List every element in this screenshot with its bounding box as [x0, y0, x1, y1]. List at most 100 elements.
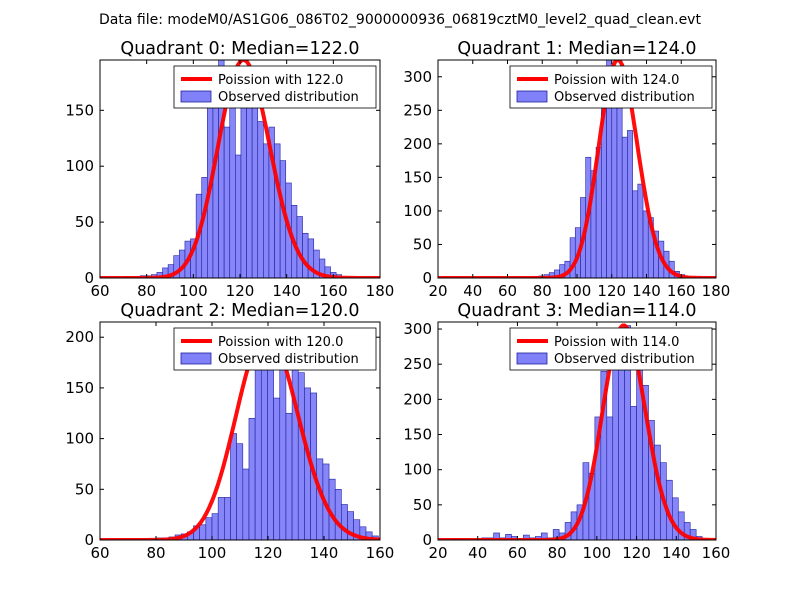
histogram-bar [205, 517, 213, 540]
histogram-bar [263, 143, 270, 278]
histogram-bar [637, 183, 644, 278]
histogram-bar [235, 154, 242, 278]
x-tick-label: 100 [563, 282, 592, 300]
x-tick-label: 180 [366, 282, 395, 300]
x-tick-label: 120 [597, 282, 626, 300]
y-tick-label: 150 [65, 101, 94, 119]
plot-area [100, 60, 380, 278]
x-tick-label: 140 [272, 282, 301, 300]
y-tick-label: 50 [75, 480, 94, 498]
x-tick-label: 60 [498, 282, 517, 300]
y-tick-label: 0 [422, 269, 432, 287]
histogram-bar [211, 513, 219, 540]
x-tick-label: 120 [622, 544, 651, 562]
histogram-bar [242, 468, 250, 540]
legend: Poission with 124.0 Observed distribution [509, 65, 713, 109]
histogram-bar [223, 126, 231, 278]
histogram-bar [236, 443, 244, 540]
axes-frame [99, 321, 381, 541]
legend-entry-poisson: Poission with 114.0 [554, 335, 679, 350]
x-tick-label: 80 [137, 282, 156, 300]
x-tick-label: 40 [468, 544, 487, 562]
histogram-bar [279, 357, 287, 540]
legend-entry-poisson: Poission with 124.0 [554, 73, 679, 88]
legend-entry-poisson: Poission with 122.0 [218, 73, 343, 88]
histogram-bar [230, 433, 237, 540]
histogram-bar [260, 357, 268, 540]
x-tick-label: 80 [146, 544, 165, 562]
x-tick-label: 140 [662, 544, 691, 562]
histogram-bar [630, 406, 637, 540]
x-tick-label: 20 [428, 544, 447, 562]
y-tick-label: 0 [84, 269, 94, 287]
x-tick-label: 80 [548, 544, 567, 562]
poisson-curve [438, 60, 716, 278]
y-tick-label: 250 [403, 101, 432, 119]
plot-area [100, 330, 380, 540]
legend-entry-observed: Observed distribution [554, 352, 695, 367]
figure-suptitle: Data file: modeM0/AS1G06_086T02_90000009… [99, 12, 701, 28]
poisson-curve [100, 330, 380, 540]
histogram-bar [199, 524, 207, 540]
axes-frame [437, 321, 717, 541]
y-tick-label: 100 [65, 430, 94, 448]
histogram-bar [248, 418, 256, 540]
histogram-bar [257, 121, 264, 278]
legend-entry-observed: Observed distribution [218, 90, 359, 105]
histogram-bar [246, 82, 253, 278]
histogram-bar [240, 98, 247, 278]
y-tick-label: 100 [403, 461, 432, 479]
subplots: 60 80 100 120 140 160 180 0 50 100 150 Quadrant 0: … [65, 39, 730, 562]
y-tick-label: 50 [413, 496, 432, 514]
legend-entry-poisson: Poission with 120.0 [218, 335, 343, 350]
x-tick-label: 80 [533, 282, 552, 300]
y-tick-label: 200 [65, 328, 94, 346]
subplot-title: Quadrant 3: Median=114.0 [457, 301, 696, 321]
y-tick-label: 100 [65, 157, 94, 175]
legend-bar-swatch [180, 352, 212, 365]
histogram-bar [217, 497, 225, 540]
histogram-bar [616, 93, 623, 278]
legend: Poission with 122.0 Observed distribution [173, 65, 377, 109]
x-tick-label: 140 [310, 544, 339, 562]
x-tick-label: 140 [632, 282, 661, 300]
x-tick-label: 60 [90, 282, 109, 300]
x-tick-label: 100 [583, 544, 612, 562]
y-tick-label: 250 [403, 355, 432, 373]
histogram-bar [627, 130, 633, 278]
subplot-quadrant-0: 60 80 100 120 140 160 180 0 50 100 150 Quadrant 0: … [65, 39, 394, 300]
x-tick-label: 60 [508, 544, 527, 562]
subplot-title: Quadrant 0: Median=122.0 [120, 39, 359, 59]
subplot-quadrant-2: 60 80 100 120 140 160 0 50 100 150 200 Quadrant 2: … [65, 301, 394, 562]
histogram-bar [297, 372, 305, 540]
subplot-title: Quadrant 1: Median=124.0 [457, 39, 696, 59]
histogram-bar [302, 232, 309, 278]
histogram-bar [285, 412, 293, 540]
histogram-bar [642, 210, 649, 278]
histogram-bar [606, 416, 614, 540]
histogram-bar [672, 497, 679, 540]
histogram-bar [621, 136, 628, 278]
histogram-bar [341, 504, 348, 540]
x-tick-label: 20 [428, 282, 447, 300]
y-tick-label: 50 [413, 235, 432, 253]
legend-entry-observed: Observed distribution [218, 352, 359, 367]
x-tick-label: 160 [702, 544, 731, 562]
histogram-bar [254, 357, 262, 540]
y-tick-label: 150 [403, 168, 432, 186]
x-tick-label: 100 [179, 282, 208, 300]
histogram-bar [632, 190, 639, 278]
y-tick-label: 100 [403, 202, 432, 220]
histogram-bar [201, 177, 208, 278]
histogram-bar [224, 497, 231, 540]
x-tick-label: 120 [254, 544, 283, 562]
poisson-curve [438, 323, 716, 540]
x-tick-label: 40 [463, 282, 482, 300]
x-tick-label: 160 [366, 544, 395, 562]
x-tick-label: 60 [90, 544, 109, 562]
y-tick-label: 0 [84, 531, 94, 549]
histogram-bar [273, 397, 281, 540]
x-tick-label: 100 [198, 544, 227, 562]
histogram-bar [334, 489, 342, 540]
subplot-quadrant-3: 20 40 60 80 100 120 140 160 0 50 100 150 200 250 300 Qu… [403, 301, 730, 562]
